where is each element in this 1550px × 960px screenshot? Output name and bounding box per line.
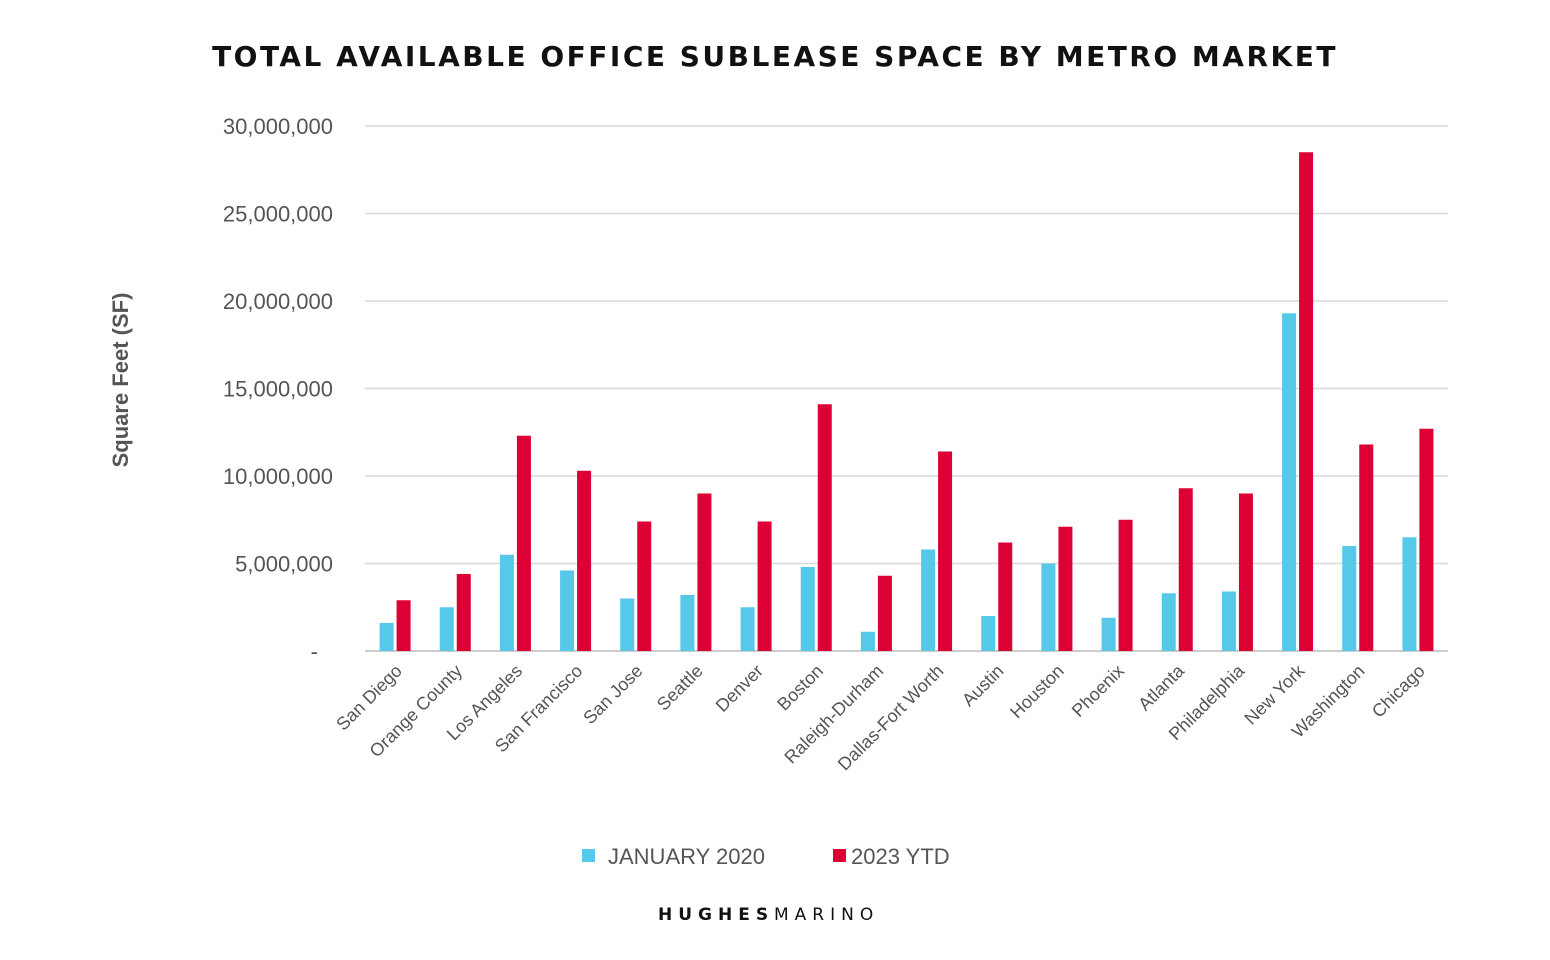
bar-2023-ytd	[998, 542, 1013, 651]
bar-jan-2020	[1161, 593, 1176, 651]
bar-jan-2020	[439, 607, 454, 651]
bar-2023-ytd	[757, 521, 772, 651]
legend: JANUARY 2020 2023 YTD	[582, 844, 950, 869]
bar-2023-ytd	[1118, 519, 1133, 651]
bar-jan-2020	[1342, 546, 1357, 651]
bar-2023-ytd	[697, 493, 712, 651]
x-tick-label: Atlanta	[1134, 660, 1188, 714]
bar-2023-ytd	[1359, 444, 1374, 651]
bar-jan-2020	[1282, 313, 1297, 651]
y-axis-label: Square Feet (SF)	[108, 293, 133, 468]
bar-2023-ytd	[817, 404, 832, 651]
y-axis-ticks: - 5,000,000 10,000,000 15,000,000 20,000,000…	[223, 114, 333, 664]
x-tick-label: Boston	[773, 661, 827, 715]
y-tick-label: 10,000,000	[223, 464, 333, 489]
bar-jan-2020	[1402, 537, 1417, 651]
bar-jan-2020	[860, 631, 875, 651]
bar-2023-ytd	[456, 574, 471, 651]
bar-2023-ytd	[877, 575, 892, 651]
bar-jan-2020	[800, 567, 815, 651]
legend-swatch-jan-2020	[582, 849, 595, 862]
bar-jan-2020	[499, 554, 514, 651]
bar-2023-ytd	[1419, 428, 1434, 651]
bar-jan-2020	[740, 607, 755, 651]
y-tick-label: 5,000,000	[235, 552, 333, 577]
bar-2023-ytd	[1058, 526, 1073, 651]
legend-swatch-2023-ytd	[833, 849, 846, 862]
bars	[379, 152, 1434, 651]
x-tick-label: Phoenix	[1068, 661, 1128, 721]
bar-2023-ytd	[1178, 488, 1193, 651]
x-tick-label: San Jose	[579, 661, 646, 728]
x-tick-label: Dallas-Fort Worth	[834, 661, 948, 775]
bar-jan-2020	[981, 616, 996, 651]
y-tick-label: 15,000,000	[223, 377, 333, 402]
gridlines	[365, 125, 1448, 652]
bar-2023-ytd	[637, 521, 652, 651]
bar-jan-2020	[1221, 591, 1236, 651]
bar-2023-ytd	[577, 470, 592, 651]
legend-label-2023-ytd: 2023 YTD	[851, 844, 950, 869]
x-tick-label: Seattle	[653, 661, 707, 715]
bar-2023-ytd	[396, 600, 411, 651]
x-tick-label: Houston	[1006, 661, 1068, 723]
x-tick-label: Chicago	[1368, 661, 1429, 722]
svg-text:HUGHES: HUGHES	[658, 905, 774, 925]
bar-jan-2020	[620, 598, 635, 651]
svg-text:MARINO: MARINO	[774, 905, 879, 925]
bar-jan-2020	[1041, 563, 1056, 651]
y-tick-label: 30,000,000	[223, 114, 333, 139]
x-tick-label: Austin	[958, 661, 1008, 711]
x-tick-label: Denver	[712, 661, 767, 716]
bar-jan-2020	[680, 595, 695, 651]
bar-jan-2020	[921, 549, 936, 651]
bar-2023-ytd	[1238, 493, 1253, 651]
y-tick-label: -	[311, 639, 318, 664]
bar-2023-ytd	[938, 451, 953, 651]
legend-label-jan-2020: JANUARY 2020	[608, 844, 765, 869]
y-tick-label: 25,000,000	[223, 202, 333, 227]
bar-jan-2020	[560, 570, 575, 651]
bar-jan-2020	[1101, 617, 1116, 651]
hughes-marino-logo: HUGHES MARINO	[658, 905, 879, 925]
bar-jan-2020	[379, 623, 394, 651]
y-tick-label: 20,000,000	[223, 289, 333, 314]
chart-title: TOTAL AVAILABLE OFFICE SUBLEASE SPACE BY…	[212, 40, 1338, 73]
bar-2023-ytd	[1299, 152, 1314, 651]
bar-2023-ytd	[516, 435, 531, 651]
